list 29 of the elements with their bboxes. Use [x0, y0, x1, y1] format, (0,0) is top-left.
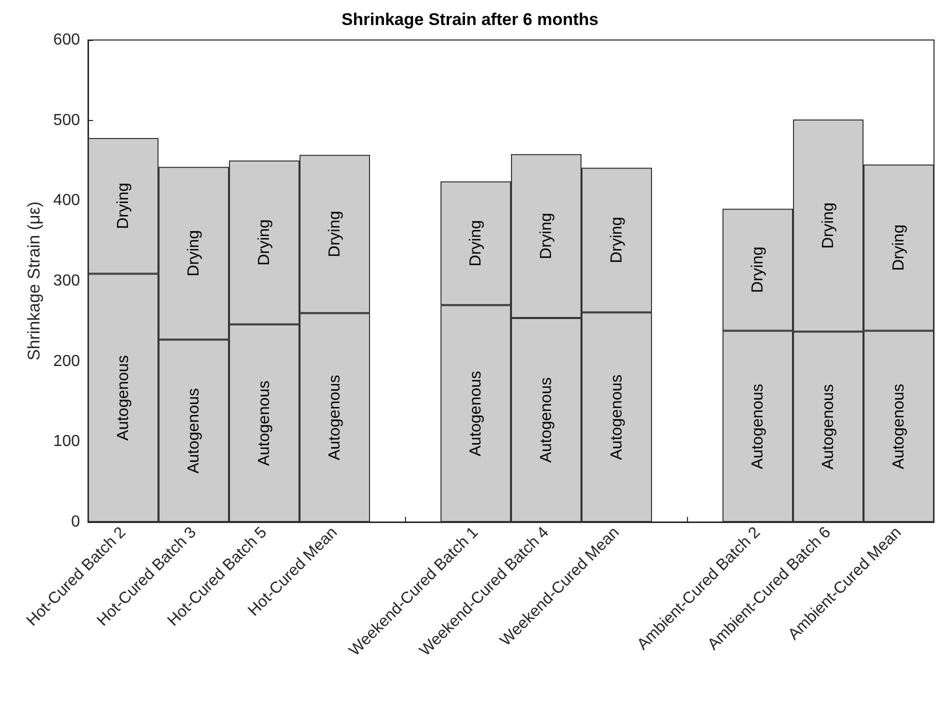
text: Autogenous	[467, 370, 484, 456]
text: Autogenous	[326, 374, 344, 460]
y-tick-label: 300	[53, 272, 80, 290]
text: Drying	[185, 230, 202, 276]
y-axis-title: Shrinkage Strain (με)	[24, 201, 44, 361]
text: Autogenous	[185, 388, 202, 474]
y-tick-label: 200	[53, 352, 80, 370]
text: Drying	[256, 219, 273, 266]
text: Autogenous	[538, 377, 555, 463]
text: Autogenous	[608, 374, 626, 460]
text: Drying	[538, 212, 555, 260]
y-tick-label: 400	[53, 192, 80, 210]
text: Drying	[467, 220, 484, 266]
text: Autogenous	[256, 380, 273, 466]
text: Drying	[890, 224, 908, 271]
y-tick-label: 0	[71, 514, 80, 530]
chart-title: Shrinkage Strain after 6 months	[342, 10, 598, 29]
text: Autogenous	[749, 384, 766, 470]
text: Drying	[326, 210, 344, 258]
text: Drying	[608, 216, 626, 264]
y-tick-label: 100	[53, 433, 80, 450]
text: Autogenous	[820, 384, 837, 470]
series-label: Drying	[114, 182, 132, 230]
y-tick-label: 500	[53, 112, 80, 129]
text: Drying	[820, 202, 837, 249]
y-tick-label: 600	[53, 32, 80, 48]
series-label: Autogenous	[114, 355, 132, 441]
text: Autogenous	[890, 384, 908, 470]
text: Drying	[749, 246, 766, 293]
